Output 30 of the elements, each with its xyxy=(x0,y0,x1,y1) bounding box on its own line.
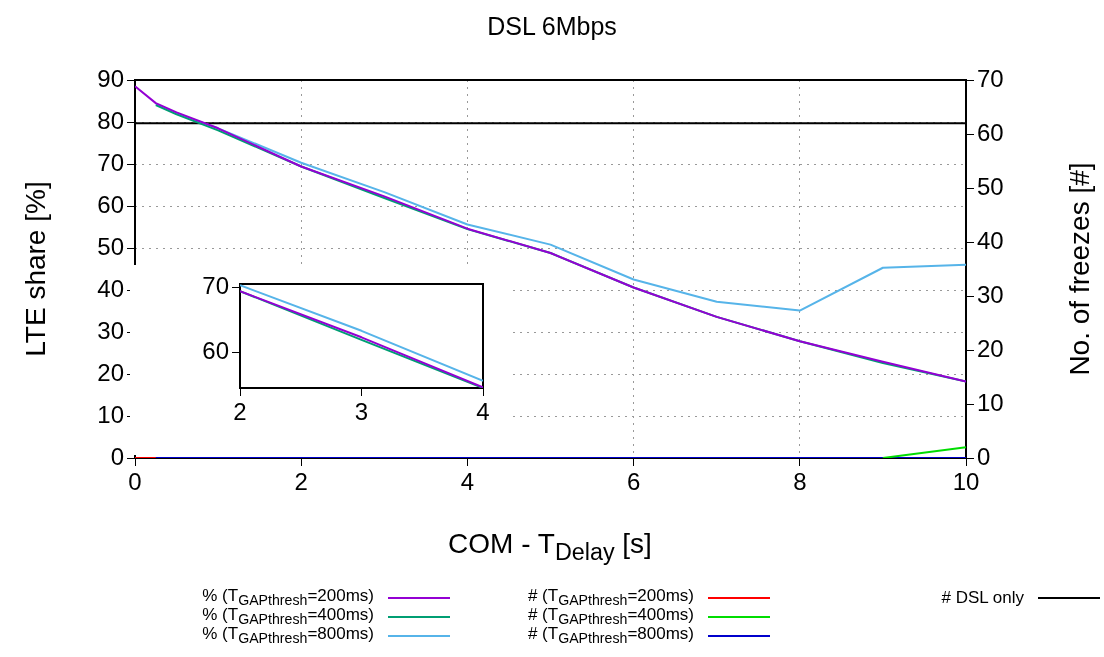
x-tick-label: 2 xyxy=(233,398,247,426)
y2-tick-label: 20 xyxy=(977,334,1004,362)
x-tick-label: 2 xyxy=(294,468,308,496)
y-tick-label: 70 xyxy=(97,148,124,176)
y-tick-label: 20 xyxy=(97,358,124,386)
x-tick-label: 0 xyxy=(128,468,142,496)
y-axis-title: LTE share [%] xyxy=(20,181,52,357)
x-tick-label: 4 xyxy=(460,468,475,496)
y2-tick-label: 70 xyxy=(977,64,1004,92)
y-tick-label: 60 xyxy=(97,190,124,218)
y2-tick-label: 50 xyxy=(977,172,1004,200)
y2-tick-label: 30 xyxy=(977,280,1004,308)
y2-axis-title: No. of freezes [#] xyxy=(1064,162,1096,376)
x-tick-label: 6 xyxy=(626,468,641,496)
y-tick-label: 80 xyxy=(97,106,124,134)
y-tick-label: 40 xyxy=(97,274,124,302)
y-tick-label: 50 xyxy=(97,232,124,260)
x-axis-title: COM - T$_{Delay}$ [s] xyxy=(448,528,652,566)
x-tick-label: 4 xyxy=(476,398,490,426)
legend-label: # DSL only xyxy=(941,587,1024,608)
x-tick-label: 3 xyxy=(354,398,369,426)
x-tick-label: 8 xyxy=(793,468,807,496)
y2-tick-label: 0 xyxy=(977,442,991,470)
y-tick-label: 30 xyxy=(97,316,124,344)
y2-tick-label: 40 xyxy=(977,226,1004,254)
chart-title: DSL 6Mbps xyxy=(487,12,617,41)
y2-tick-label: 60 xyxy=(977,118,1004,146)
x-tick-label: 10 xyxy=(952,468,980,496)
y-tick-label: 90 xyxy=(97,64,124,92)
y-tick-label: 0 xyxy=(110,442,124,470)
